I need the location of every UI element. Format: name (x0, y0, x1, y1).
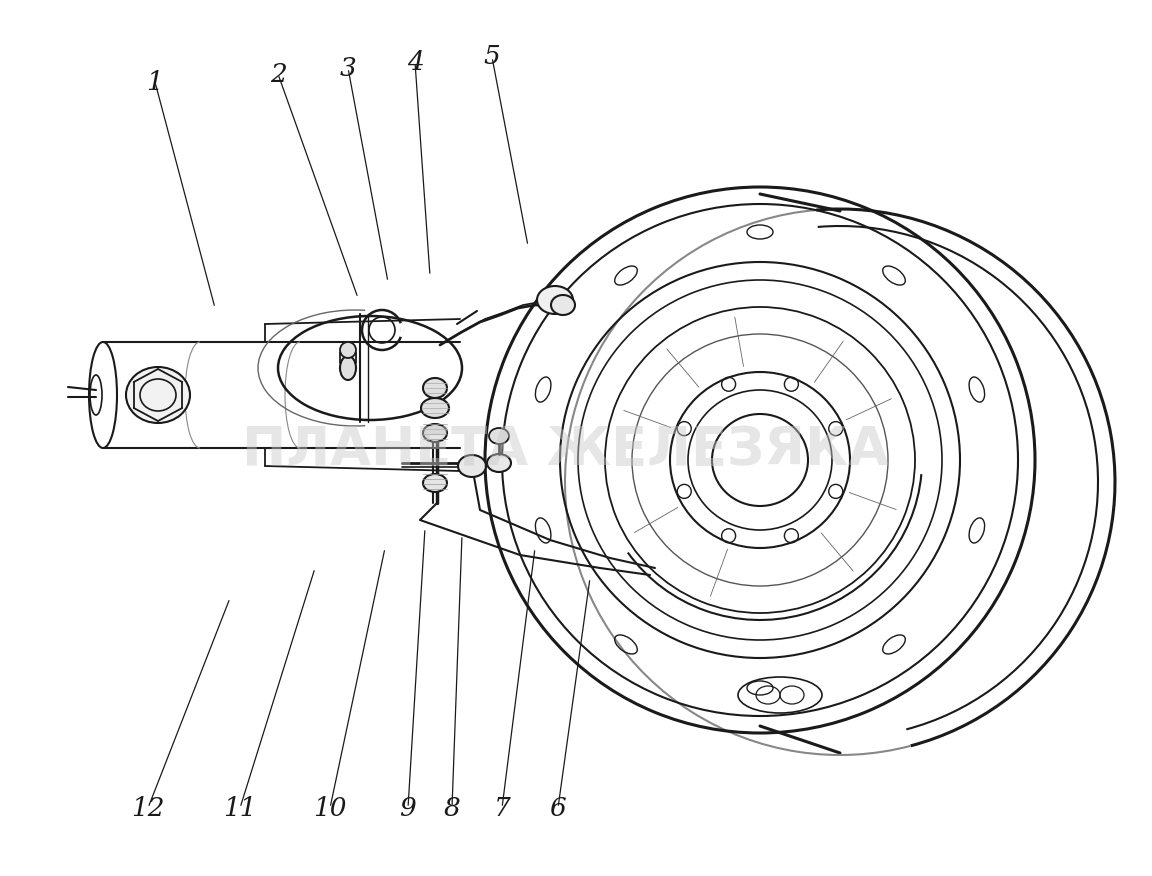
Ellipse shape (420, 398, 449, 418)
Ellipse shape (487, 454, 511, 472)
Ellipse shape (423, 424, 447, 442)
Ellipse shape (340, 342, 356, 358)
Text: 4: 4 (407, 50, 424, 74)
Ellipse shape (537, 286, 573, 314)
Text: 7: 7 (493, 795, 510, 821)
Text: 2: 2 (270, 61, 287, 87)
Text: ПЛАНЕТА ЖЕЛЕЗЯКА: ПЛАНЕТА ЖЕЛЕЗЯКА (242, 424, 888, 476)
Ellipse shape (551, 295, 575, 315)
Ellipse shape (423, 474, 447, 492)
Text: 1: 1 (146, 69, 164, 95)
Text: 5: 5 (484, 45, 500, 69)
Text: 9: 9 (400, 795, 416, 821)
Text: 8: 8 (444, 795, 461, 821)
Ellipse shape (488, 428, 509, 444)
Text: 10: 10 (313, 795, 347, 821)
Text: 3: 3 (340, 55, 356, 81)
Ellipse shape (423, 378, 447, 398)
Ellipse shape (340, 356, 356, 380)
Ellipse shape (458, 455, 486, 477)
Text: 12: 12 (131, 795, 165, 821)
Ellipse shape (126, 367, 190, 423)
Text: 6: 6 (550, 795, 567, 821)
Text: 11: 11 (223, 795, 257, 821)
